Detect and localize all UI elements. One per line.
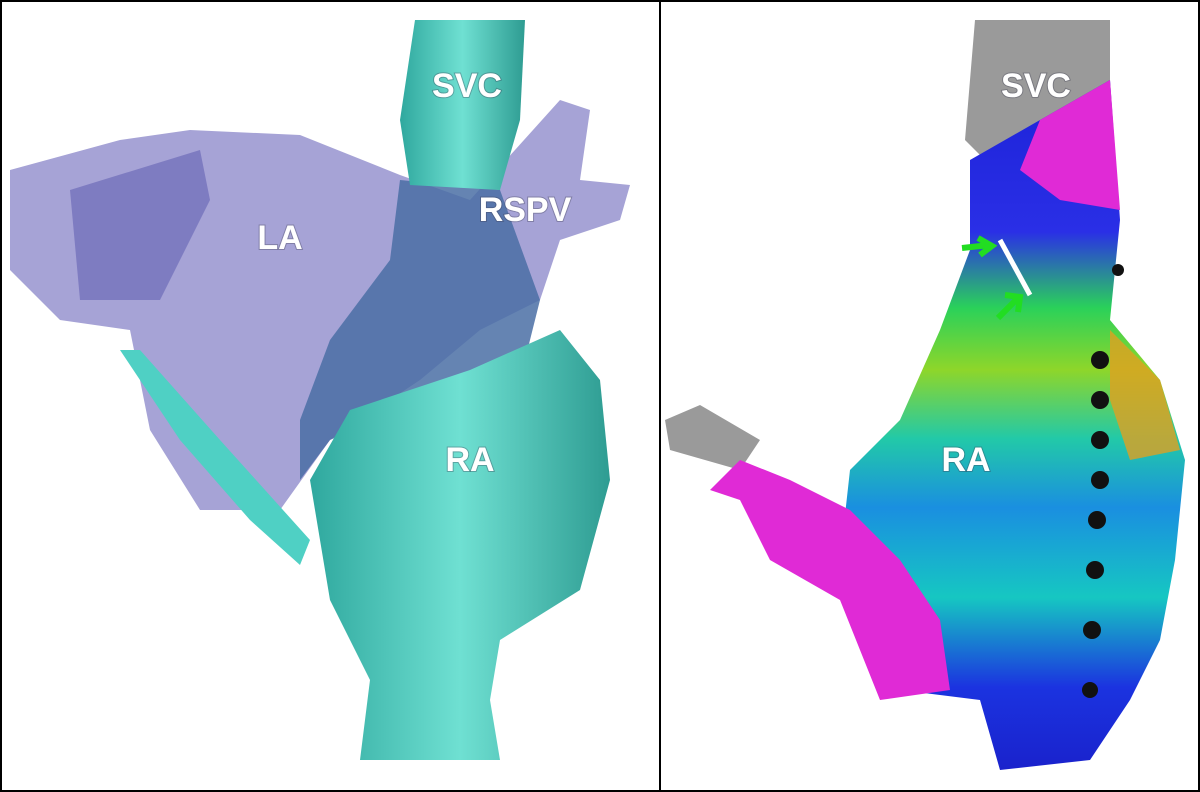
label: LA xyxy=(257,219,302,257)
label: SVC xyxy=(432,67,502,105)
svc-tube xyxy=(400,20,525,190)
figure: SVC LA RSPV RA SVC RA xyxy=(0,0,1200,792)
label: RA xyxy=(941,441,990,479)
label: SVC xyxy=(1001,67,1071,105)
label: RSPV xyxy=(479,191,572,229)
label: RA xyxy=(445,441,494,479)
